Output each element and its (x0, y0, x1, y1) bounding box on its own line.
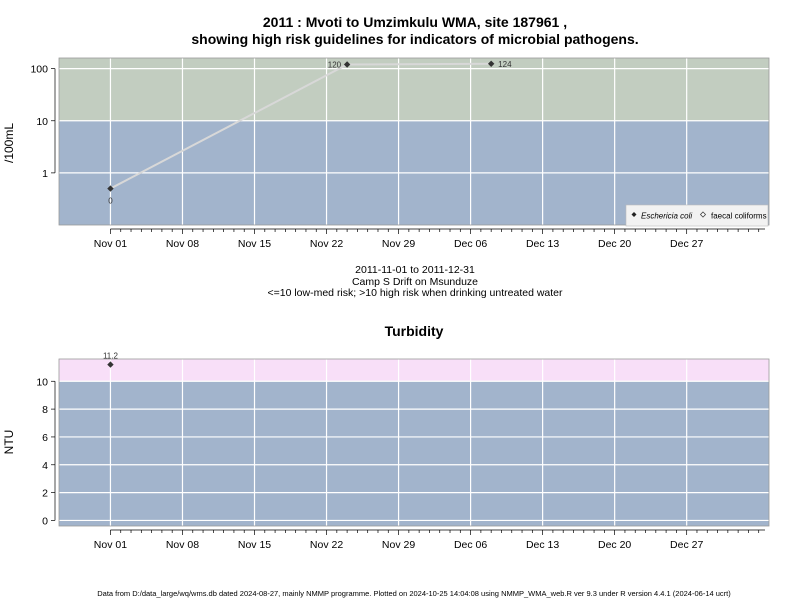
data-point (107, 185, 114, 192)
legend-label-faecal-coliforms: faecal coliforms (711, 212, 767, 221)
date-range-caption: 2011-11-01 to 2011-12-31 (355, 264, 475, 276)
x-tick-label: Dec 06 (454, 539, 487, 551)
data-point (107, 361, 114, 368)
x-tick-label: Nov 08 (166, 238, 199, 250)
x-tick-label: Nov 29 (382, 238, 415, 250)
y-axis: 0 2 4 6 8 10 (36, 376, 56, 527)
turbidity-title: Turbidity (385, 323, 444, 339)
x-tick-label: Nov 15 (238, 238, 271, 250)
high-risk-zone (59, 58, 769, 121)
y-tick-label: 1 (42, 168, 48, 180)
x-tick-label: Dec 06 (454, 238, 487, 250)
ecoli-plot-panel: 0 120 124 Nov 01 Nov 08 Nov 15 Nov 22 Nov 29 De… (2, 57, 770, 250)
x-tick-label: Nov 22 (310, 238, 343, 250)
x-tick-label: Nov 29 (382, 539, 415, 551)
y-tick-label: 6 (42, 432, 48, 444)
x-tick-label: Nov 01 (94, 539, 127, 551)
x-tick-label: Dec 27 (670, 539, 703, 551)
ecoli-series-points (107, 60, 495, 192)
high-risk-zone (59, 359, 769, 382)
data-point (343, 61, 351, 68)
y-tick-label: 10 (36, 116, 48, 128)
x-tick-label: Dec 20 (598, 238, 631, 250)
turbidity-series-points (107, 361, 114, 368)
turbidity-plot-panel: 11.2 Nov 01 Nov 08 Nov 15 Nov 22 Nov 29 Dec 0… (2, 352, 770, 551)
footer-note: Data from D:/data_large/wq/wms.db dated … (97, 589, 731, 598)
site-name-caption: Camp S Drift on Msunduze (352, 276, 478, 288)
grid-lines (59, 359, 769, 526)
grid-lines (59, 58, 769, 225)
y-axis-label: /100mL (2, 123, 16, 163)
chart-title-line2: showing high risk guidelines for indicat… (191, 31, 638, 47)
legend: Eschericia coli faecal coliforms (625, 204, 769, 227)
low-risk-zone (59, 381, 769, 526)
y-tick-label: 10 (36, 376, 48, 388)
x-axis: Nov 01 Nov 08 Nov 15 Nov 22 Nov 29 Dec 06 Dec … (94, 529, 765, 551)
y-axis-label: NTU (2, 430, 16, 455)
y-tick-label: 0 (42, 515, 48, 527)
plot-frame (58, 57, 770, 226)
x-tick-label: Dec 27 (670, 238, 703, 250)
legend-box (625, 204, 769, 227)
y-tick-label: 4 (42, 460, 48, 472)
legend-label-ecoli: Eschericia coli (641, 212, 692, 221)
x-tick-label: Nov 01 (94, 238, 127, 250)
x-tick-label: Nov 08 (166, 539, 199, 551)
data-labels: 0 120 124 (108, 60, 512, 206)
x-tick-label: Dec 20 (598, 539, 631, 551)
legend-marker-ecoli (631, 212, 637, 217)
data-point (487, 60, 495, 67)
data-label: 124 (498, 60, 512, 69)
x-tick-label: Dec 13 (526, 238, 559, 250)
x-tick-label: Dec 13 (526, 539, 559, 551)
y-tick-label: 100 (30, 64, 48, 76)
data-label: 120 (328, 61, 342, 70)
y-tick-label: 2 (42, 488, 48, 500)
x-tick-label: Nov 22 (310, 539, 343, 551)
y-axis: 1 10 100 (30, 64, 56, 180)
legend-marker-faecal-coliforms (699, 211, 707, 218)
data-labels: 11.2 (103, 352, 119, 361)
data-label: 0 (108, 197, 113, 206)
risk-note-caption: <=10 low-med risk; >10 high risk when dr… (267, 287, 563, 299)
x-tick-label: Nov 15 (238, 539, 271, 551)
x-axis: Nov 01 Nov 08 Nov 15 Nov 22 Nov 29 Dec 06 Dec … (94, 228, 765, 250)
y-tick-label: 8 (42, 404, 48, 416)
chart-title-line1: 2011 : Mvoti to Umzimkulu WMA, site 1879… (263, 14, 567, 30)
plot-frame (58, 358, 770, 527)
data-label: 11.2 (103, 352, 119, 361)
